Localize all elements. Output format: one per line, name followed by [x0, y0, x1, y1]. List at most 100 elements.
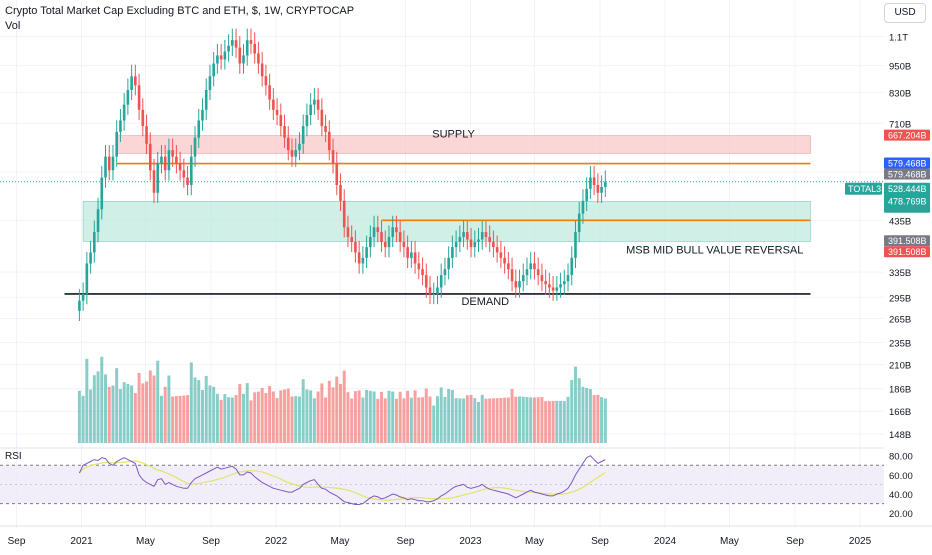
- volume-bar: [338, 383, 342, 443]
- volume-bar: [152, 375, 156, 443]
- volume-bar: [96, 371, 100, 443]
- zone-mid: [82, 200, 811, 242]
- candle: [424, 275, 428, 288]
- candle: [238, 47, 242, 64]
- candle: [208, 76, 212, 90]
- rsi-tick-label: 20.00: [889, 509, 913, 520]
- candle: [383, 241, 387, 248]
- candle: [402, 241, 406, 248]
- candle: [484, 232, 488, 237]
- x-tick-label: May: [720, 536, 739, 547]
- volume-bar: [92, 375, 96, 443]
- volume-bar: [555, 400, 559, 443]
- candle: [163, 156, 167, 171]
- volume-bar: [585, 388, 589, 443]
- volume-bar: [279, 390, 283, 443]
- candle: [219, 55, 223, 60]
- y-tick-label: 1.1T: [889, 33, 908, 44]
- y-tick-label: 210B: [889, 361, 911, 372]
- y-tick-label: 235B: [889, 338, 911, 349]
- volume-bar: [260, 388, 264, 443]
- candle: [275, 109, 279, 116]
- candle: [152, 170, 156, 193]
- volume-bar: [421, 397, 425, 443]
- volume-bar: [592, 395, 596, 443]
- price-axis: 1.1T950B830B710B555B435B335B295B265B235B…: [845, 0, 932, 550]
- candle: [566, 275, 570, 282]
- volume-bar: [111, 385, 115, 443]
- price-label: 478.769B: [888, 196, 927, 206]
- candle: [525, 269, 529, 276]
- volume-bar: [159, 395, 163, 443]
- candle: [290, 150, 294, 157]
- volume-bars: [77, 356, 607, 443]
- candle: [298, 143, 301, 151]
- candle: [439, 275, 443, 288]
- candle: [499, 252, 503, 258]
- series-tag: TOTAL3: [848, 184, 881, 194]
- volume-bar: [104, 374, 107, 443]
- candle: [398, 232, 402, 242]
- volume-bar: [514, 396, 518, 443]
- candle: [249, 40, 253, 44]
- volume-bar: [402, 398, 406, 443]
- y-tick-label: 166B: [889, 407, 911, 418]
- candle: [141, 109, 145, 127]
- candle: [178, 163, 182, 171]
- candle: [212, 63, 215, 77]
- volume-bar: [562, 401, 566, 443]
- candle: [115, 131, 118, 157]
- volume-bar: [450, 389, 454, 443]
- volume-bar: [447, 389, 451, 443]
- candle: [372, 227, 376, 237]
- volume-bar: [454, 398, 458, 443]
- rsi-label: RSI: [5, 451, 22, 462]
- volume-bar: [137, 372, 141, 443]
- rsi-tick-label: 40.00: [889, 490, 913, 501]
- candle: [335, 163, 339, 185]
- volume-bar: [346, 392, 350, 443]
- currency-button[interactable]: USD: [884, 3, 926, 23]
- candle: [589, 177, 592, 189]
- volume-bar: [100, 356, 104, 443]
- candle: [216, 55, 219, 64]
- candle: [428, 287, 432, 294]
- candle: [186, 177, 189, 185]
- volume-bar: [458, 398, 462, 443]
- candle: [89, 252, 92, 264]
- volume-bar: [200, 389, 204, 443]
- candle: [119, 120, 122, 132]
- supply-label: SUPPLY: [432, 129, 475, 141]
- volume-bar: [439, 387, 443, 443]
- candle: [492, 241, 495, 248]
- candle: [204, 89, 208, 110]
- volume-bar: [432, 405, 436, 443]
- volume-bar: [219, 399, 223, 443]
- candle: [309, 104, 312, 116]
- candle: [357, 252, 361, 264]
- x-tick-label: 2022: [265, 536, 288, 547]
- volume-bar: [234, 395, 238, 443]
- volume-bar: [297, 396, 301, 443]
- price-label-box: [884, 157, 930, 169]
- price-label: 391.508B: [888, 236, 927, 246]
- candle: [331, 150, 335, 164]
- volume-bar: [398, 391, 402, 443]
- x-tick-label: May: [136, 536, 155, 547]
- volume-bar: [469, 394, 473, 443]
- candle: [327, 131, 331, 151]
- volume-bar: [174, 396, 178, 443]
- volume-bar: [484, 398, 488, 443]
- candle: [600, 186, 603, 193]
- candle: [148, 143, 152, 171]
- volume-bar: [570, 380, 574, 443]
- candle: [596, 184, 600, 193]
- volume-bar: [368, 390, 372, 443]
- time-axis: Sep 2021 May Sep 2022 May Sep 2023 May Sep 2024 May…: [0, 525, 932, 547]
- volume-bar: [107, 386, 111, 443]
- candle: [417, 263, 421, 270]
- candle: [495, 247, 499, 253]
- candle: [286, 137, 290, 151]
- candle: [432, 293, 436, 295]
